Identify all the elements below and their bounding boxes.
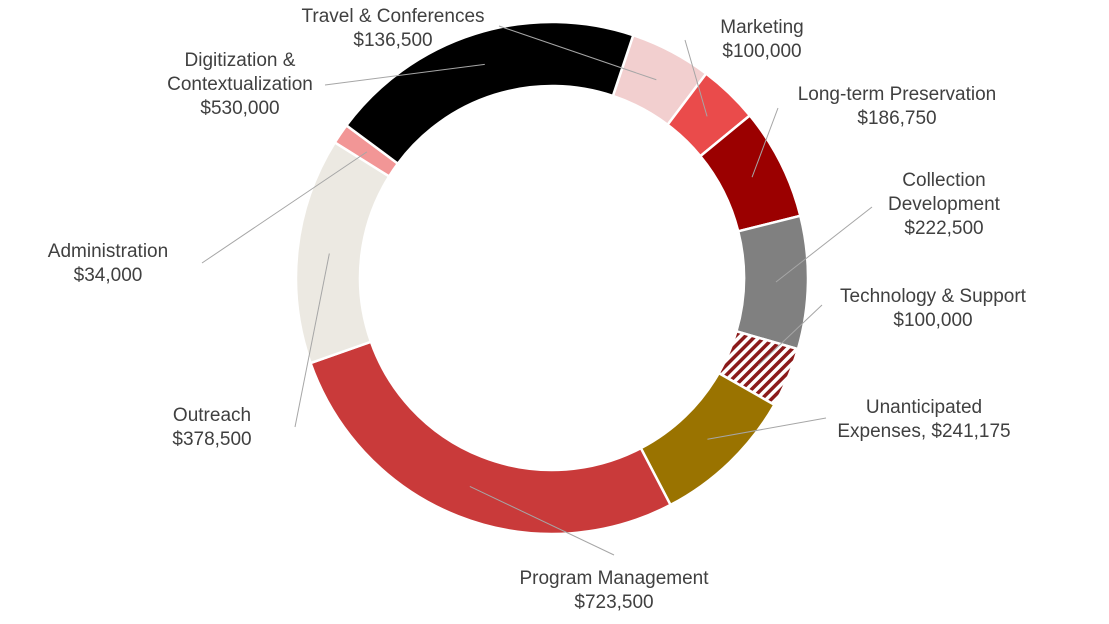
data-label-line: Outreach: [173, 405, 251, 426]
data-label-marketing: Marketing $100,000: [720, 17, 803, 62]
slice-collection-development: [734, 214, 810, 351]
data-label-outreach: Outreach $378,500: [172, 405, 251, 450]
data-label-digitization-and-contextualization: Digitization & Contextualization $530,000: [167, 50, 313, 119]
data-label-long-term-preservation: Long-term Preservation $186,750: [798, 84, 997, 129]
data-label-line: Technology & Support: [840, 286, 1027, 307]
data-label-line: Unanticipated: [866, 397, 982, 418]
data-labels: Travel & Conferences $136,500 Marketing $10…: [48, 6, 1027, 613]
data-label-line: Contextualization: [167, 74, 313, 95]
data-label-line: $34,000: [74, 265, 143, 286]
data-label-line: $100,000: [722, 41, 801, 62]
data-label-line: Travel & Conferences: [301, 6, 484, 27]
data-label-line: $186,750: [857, 108, 936, 129]
data-label-line: Program Management: [519, 568, 709, 589]
data-label-line: $100,000: [893, 310, 972, 331]
data-label-program-management: Program Management $723,500: [519, 568, 709, 613]
data-label-line: Expenses, $241,175: [837, 421, 1010, 442]
leader-line-marketing: [684, 39, 708, 117]
leader-line-long-term-preservation: [751, 107, 779, 178]
data-label-line: Long-term Preservation: [798, 84, 997, 105]
data-label-unanticipated-expenses: Unanticipated Expenses, $241,175: [837, 397, 1010, 442]
data-label-administration: Administration $34,000: [48, 241, 168, 286]
leader-line-travel-and-conferences: [498, 25, 657, 81]
slice-outreach: [294, 140, 391, 365]
data-label-collection-development: Collection Development $222,500: [888, 170, 1001, 239]
data-label-line: Development: [888, 194, 1001, 215]
slice-program-management: [308, 340, 673, 536]
data-label-line: $222,500: [904, 218, 983, 239]
leader-line-digitization-and-contextualization: [324, 63, 485, 86]
data-label-line: Marketing: [720, 17, 803, 38]
data-label-line: Digitization &: [185, 50, 296, 71]
data-label-technology-and-support: Technology & Support $100,000: [840, 286, 1027, 331]
leader-lines: [201, 25, 873, 556]
leader-line-program-management: [469, 485, 615, 556]
data-label-line: $378,500: [172, 429, 251, 450]
leader-line-unanticipated-expenses: [707, 417, 827, 440]
data-label-travel-and-conferences: Travel & Conferences $136,500: [301, 6, 484, 51]
slice-digitization-and-contextualization: [344, 20, 635, 166]
data-label-line: Administration: [48, 241, 168, 262]
data-label-line: $136,500: [353, 30, 432, 51]
leader-line-technology-and-support: [757, 304, 823, 366]
data-label-line: $723,500: [574, 592, 653, 613]
leader-line-administration: [201, 151, 368, 264]
leader-line-collection-development: [775, 206, 873, 283]
data-label-line: Collection: [902, 170, 985, 191]
data-label-line: $530,000: [200, 98, 279, 119]
donut-slices: [294, 20, 810, 536]
leader-line-outreach: [294, 253, 330, 428]
